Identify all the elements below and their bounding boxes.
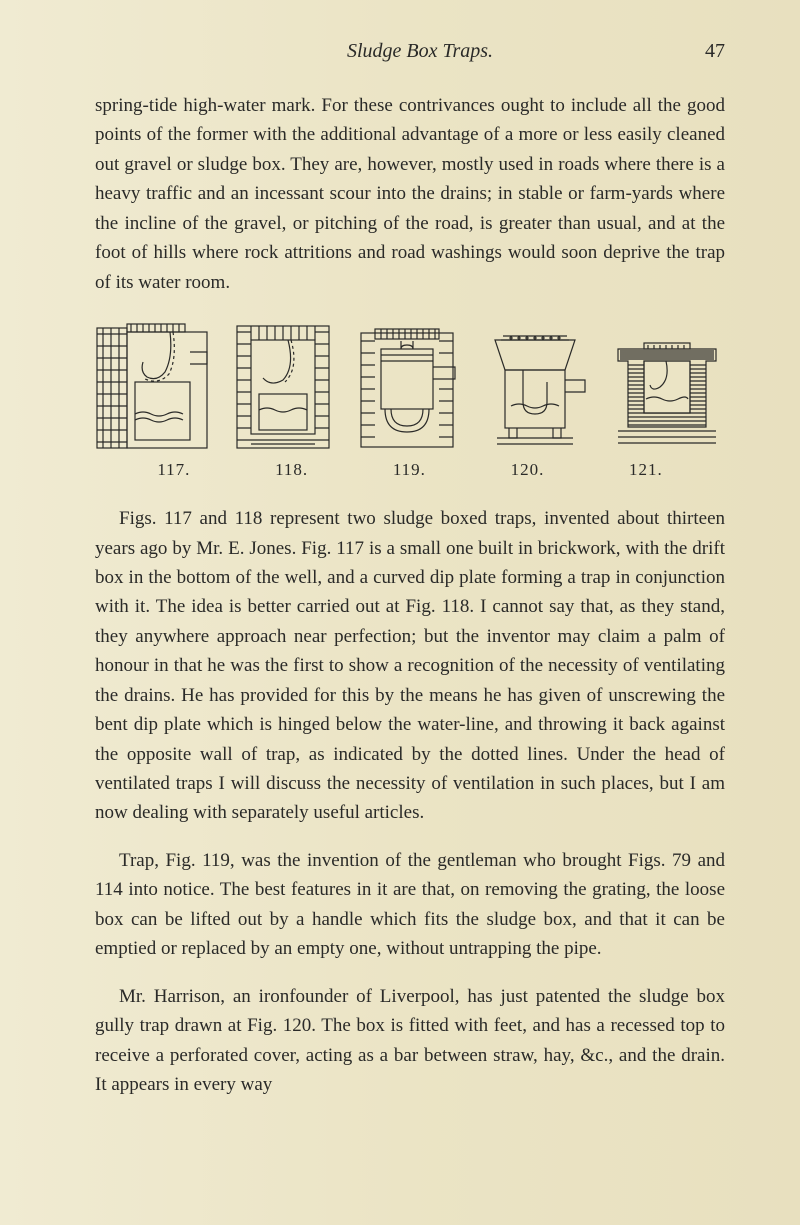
running-title: Sludge Box Traps. [135, 40, 705, 63]
figure-label-121: 121. [629, 460, 663, 480]
page-number: 47 [705, 40, 725, 63]
figure-118 [233, 322, 333, 452]
figure-119 [355, 327, 460, 452]
figure-121 [610, 337, 725, 452]
figure-118-svg [233, 322, 333, 452]
figure-120-svg [483, 332, 588, 452]
figures-row [95, 317, 725, 452]
figure-label-117: 117. [157, 460, 190, 480]
figure-label-120: 120. [511, 460, 545, 480]
figure-label-119: 119. [393, 460, 426, 480]
figure-119-svg [355, 327, 460, 452]
paragraph-1: spring-tide high-water mark. For these c… [95, 91, 725, 297]
paragraph-3: Trap, Fig. 119, was the invention of the… [95, 846, 725, 964]
figure-120 [483, 332, 588, 452]
paragraph-2: Figs. 117 and 118 represent two sludge b… [95, 504, 725, 828]
figure-117-svg [95, 322, 210, 452]
figure-labels-row: 117. 118. 119. 120. 121. [95, 460, 725, 480]
figure-label-118: 118. [275, 460, 308, 480]
figure-117 [95, 322, 210, 452]
paragraph-4: Mr. Harrison, an ironfounder of Liverpoo… [95, 982, 725, 1100]
figure-121-svg [610, 337, 725, 452]
